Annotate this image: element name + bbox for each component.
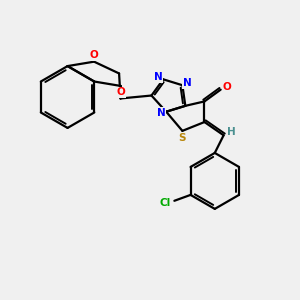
- Text: O: O: [223, 82, 232, 92]
- Text: N: N: [154, 72, 162, 82]
- Text: O: O: [90, 50, 98, 60]
- Text: N: N: [157, 108, 165, 118]
- Text: Cl: Cl: [160, 198, 171, 208]
- Text: N: N: [183, 78, 192, 88]
- Text: O: O: [116, 87, 125, 98]
- Text: H: H: [227, 127, 236, 137]
- Text: S: S: [178, 133, 186, 143]
